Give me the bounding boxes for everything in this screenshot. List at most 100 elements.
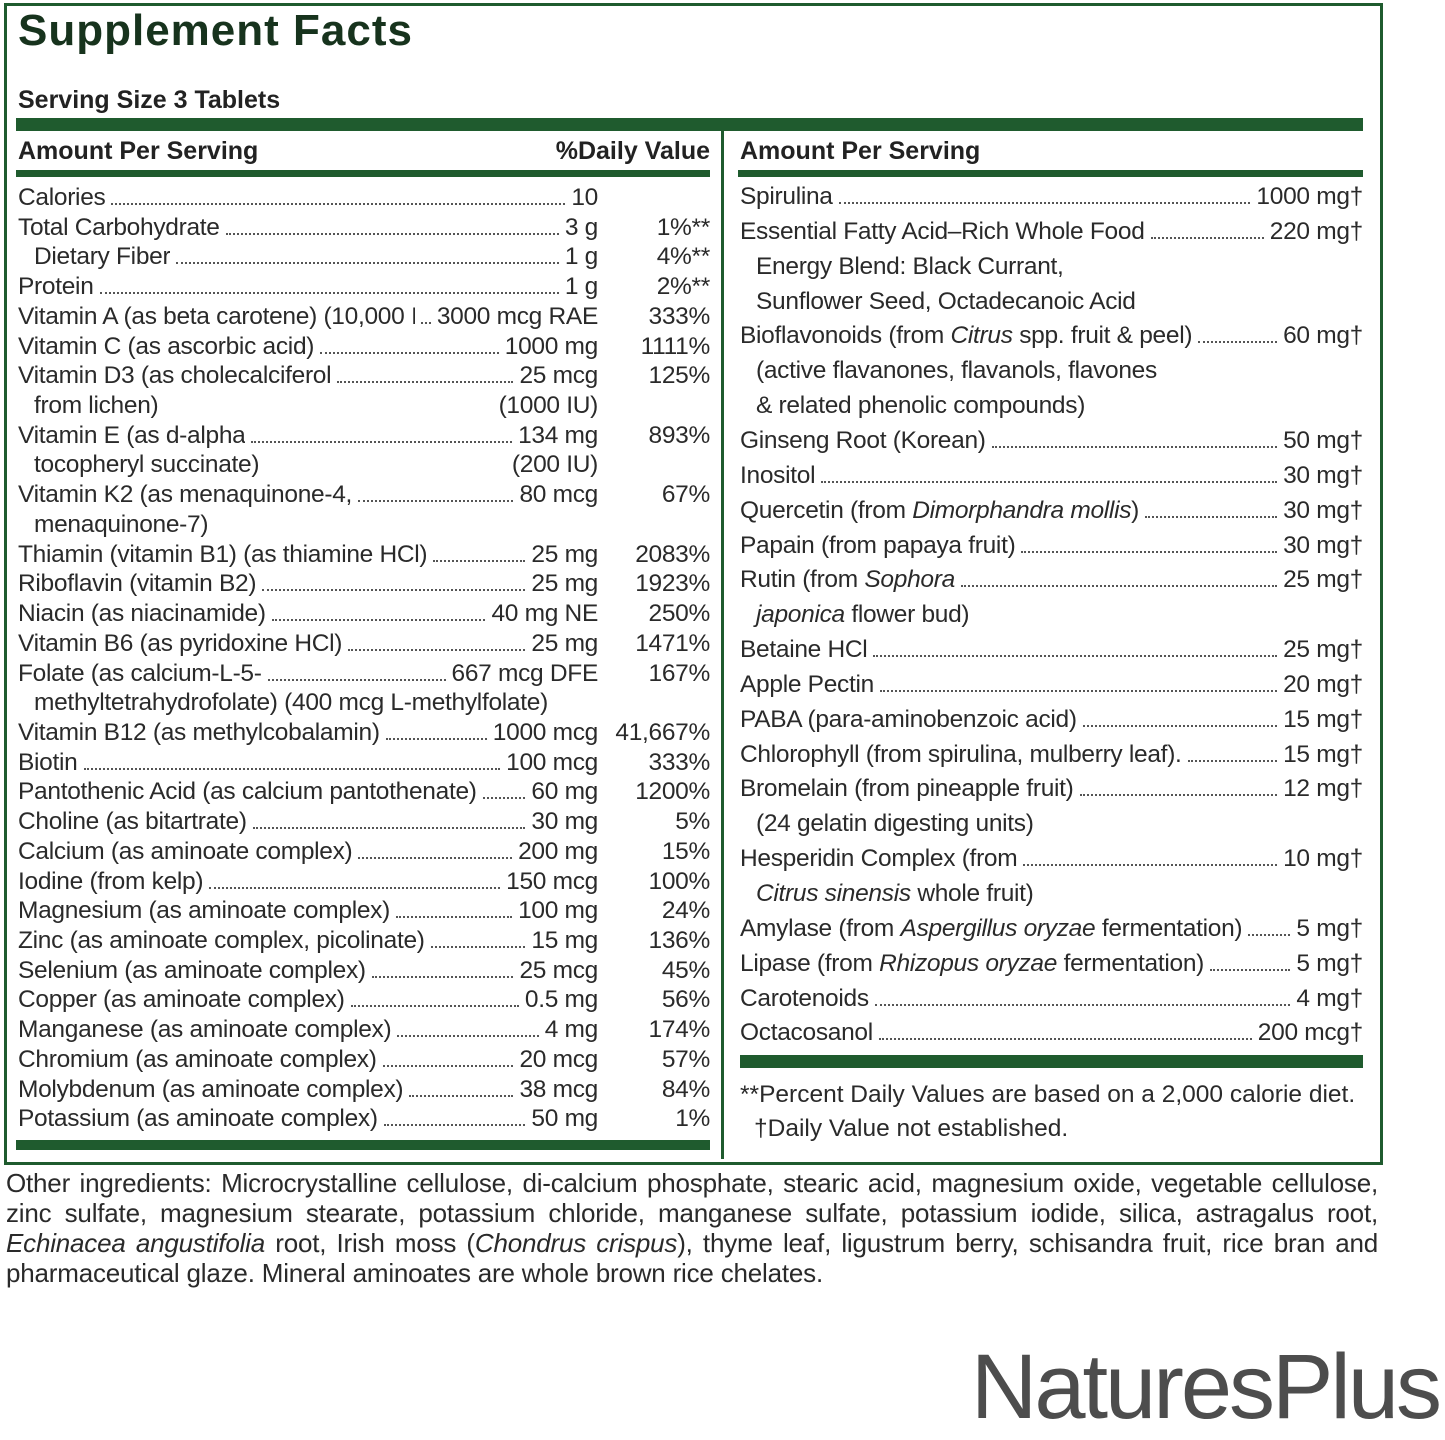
dot-leader [1145, 515, 1278, 518]
daily-value: 125% [648, 362, 711, 390]
nutrient-line: Papain (from papaya fruit) 30 mg† [740, 531, 1363, 561]
dot-leader [873, 655, 1278, 658]
dot-leader [991, 445, 1278, 448]
nutrient-name: Betaine HCl [740, 635, 867, 665]
nutrient-line: Iodine (from kelp) 150 mcg 100% [18, 867, 710, 897]
text-segment: fermentation) [1095, 914, 1243, 942]
daily-value: 67% [661, 481, 710, 509]
right-header-rule [738, 170, 1363, 177]
dot-leader [383, 1124, 526, 1127]
dot-leader [1023, 864, 1278, 867]
other-ingredients: Other ingredients: Microcrystalline cell… [6, 1168, 1378, 1288]
amount: 10 mg† [1283, 845, 1363, 873]
daily-value: 2083% [635, 540, 710, 568]
nutrient-name: Zinc (as aminoate complex, picolinate) [18, 926, 425, 956]
amount: 10 [571, 184, 598, 211]
dot-leader [385, 737, 487, 740]
nutrient-name: Carotenoids [740, 984, 869, 1014]
nutrient-name: Calcium (as aminoate complex) [18, 837, 352, 867]
dot-leader [821, 480, 1278, 483]
nutrient-line: Amylase (from Aspergillus oryzae ferment… [740, 914, 1363, 944]
nutrient-name: Total Carbohydrate [18, 213, 220, 243]
nutrient-line: PABA (para-aminobenzoic acid) 15 mg† [740, 705, 1363, 735]
amount: 60 mg [531, 778, 598, 806]
dot-leader [1082, 724, 1278, 727]
daily-value: 1111% [640, 332, 711, 360]
amount: 0.5 mg [524, 986, 598, 1014]
nutrient-name: Bromelain (from pineapple fruit) [740, 774, 1074, 804]
text-segment: Sunflower Seed, Octadecanoic Acid [756, 287, 1136, 315]
text-segment: Citrus sinensis [756, 880, 911, 907]
amount: 100 mg [518, 897, 598, 925]
nutrient-name: Folate (as calcium-L-5- [18, 659, 262, 689]
footnote: †Daily Value not established. [754, 1115, 1069, 1142]
daily-value: 41,667% [615, 718, 710, 746]
text-segment: from lichen) [34, 392, 159, 420]
text-segment: methyltetrahydrofolate) (400 mcg L-methy… [34, 689, 548, 717]
text-segment: Papain (from papaya fruit) [740, 531, 1016, 559]
text-segment: Citrus [950, 322, 1013, 350]
dot-leader [83, 767, 501, 770]
amount: 15 mg [531, 927, 598, 954]
text-segment: Calories [18, 184, 106, 211]
nutrient-name: japonica flower bud) [740, 600, 969, 630]
amount: 25 mg† [1283, 566, 1363, 594]
nutrient-name: Chromium (as aminoate complex) [18, 1045, 377, 1075]
text-segment: Choline (as bitartrate) [18, 808, 247, 836]
nutrient-line: tocopheryl succinate) (200 IU) [18, 450, 710, 480]
text-segment: Zinc (as aminoate complex, picolinate) [18, 927, 425, 954]
nutrient-line: Selenium (as aminoate complex) 25 mcg 45% [18, 956, 710, 986]
nutrient-line: Citrus sinensis whole fruit) [740, 879, 1363, 909]
facts-border [4, 3, 1383, 1165]
nutrient-name: Vitamin C (as ascorbic acid) [18, 332, 314, 362]
nutrient-line: Calcium (as aminoate complex) 200 mg 15% [18, 837, 710, 867]
nutrient-line: Manganese (as aminoate complex) 4 mg 174% [18, 1015, 710, 1045]
nutrient-line: menaquinone-7) [18, 510, 710, 540]
amount: 80 mcg [519, 481, 598, 509]
nutrient-name: Niacin (as niacinamide) [18, 599, 266, 629]
text-segment: whole fruit) [910, 880, 1034, 907]
nutrient-name: Bioflavonoids (from Citrus spp. fruit & … [740, 321, 1192, 351]
text-segment: Potassium (as aminoate complex) [18, 1105, 378, 1133]
daily-value: 84% [661, 1075, 710, 1103]
nutrient-line: Vitamin E (as d-alpha 134 mg 893% [18, 421, 710, 451]
text-segment: Vitamin B12 (as methylcobalamin) [18, 718, 380, 746]
nutrient-line: Bromelain (from pineapple fruit) 12 mg† [740, 774, 1363, 804]
text-segment: (24 gelatin digesting units) [756, 810, 1034, 838]
left-header-rule [16, 170, 710, 177]
dot-leader [430, 946, 526, 948]
text-segment: Selenium (as aminoate complex) [18, 956, 366, 984]
amount: 1000 mg [504, 332, 599, 360]
amount: 30 mg† [1283, 531, 1363, 559]
text-segment: Folate (as calcium-L-5- [18, 659, 262, 687]
amount: 134 mg [518, 421, 598, 449]
nutrient-name: Choline (as bitartrate) [18, 807, 247, 837]
amount: 150 mcg [506, 867, 598, 895]
text-segment: Vitamin K2 (as menaquinone-4, [18, 481, 353, 509]
dot-leader [878, 1038, 1252, 1041]
nutrient-line: Magnesium (as aminoate complex) 100 mg 24% [18, 896, 710, 926]
daily-value: 333% [648, 302, 711, 330]
nutrient-line: Inositol 30 mg† [740, 461, 1363, 491]
dot-leader [420, 321, 431, 324]
text-segment: Vitamin C (as ascorbic acid) [18, 332, 315, 360]
text-segment: Rutin (from [740, 566, 865, 594]
title: Supplement Facts [18, 6, 413, 55]
nutrient-line: Thiamin (vitamin B1) (as thiamine HCl) 25… [18, 540, 710, 570]
nutrient-line: Niacin (as niacinamide) 40 mg NE 250% [18, 599, 710, 629]
dot-leader [1198, 341, 1278, 344]
daily-value: 24% [661, 897, 710, 925]
text-segment: Apple Pectin [740, 670, 874, 698]
nutrient-line: Hesperidin Complex (from 10 mg† [740, 844, 1363, 874]
dot-leader [176, 262, 559, 265]
text-segment: Carotenoids [740, 984, 869, 1012]
nutrient-line: Molybdenum (as aminoate complex) 38 mcg 84… [18, 1075, 710, 1105]
nutrient-name: Quercetin (from Dimorphandra mollis) [740, 496, 1139, 526]
amount: 200 mg [518, 837, 598, 865]
nutrient-name: & related phenolic compounds) [740, 391, 1085, 421]
text-segment: Lipase (from [740, 949, 880, 977]
nutrient-line: Vitamin C (as ascorbic acid) 1000 mg 1111% [18, 332, 710, 362]
dot-leader [1079, 794, 1278, 797]
text-segment: Hesperidin Complex (from [740, 845, 1018, 873]
